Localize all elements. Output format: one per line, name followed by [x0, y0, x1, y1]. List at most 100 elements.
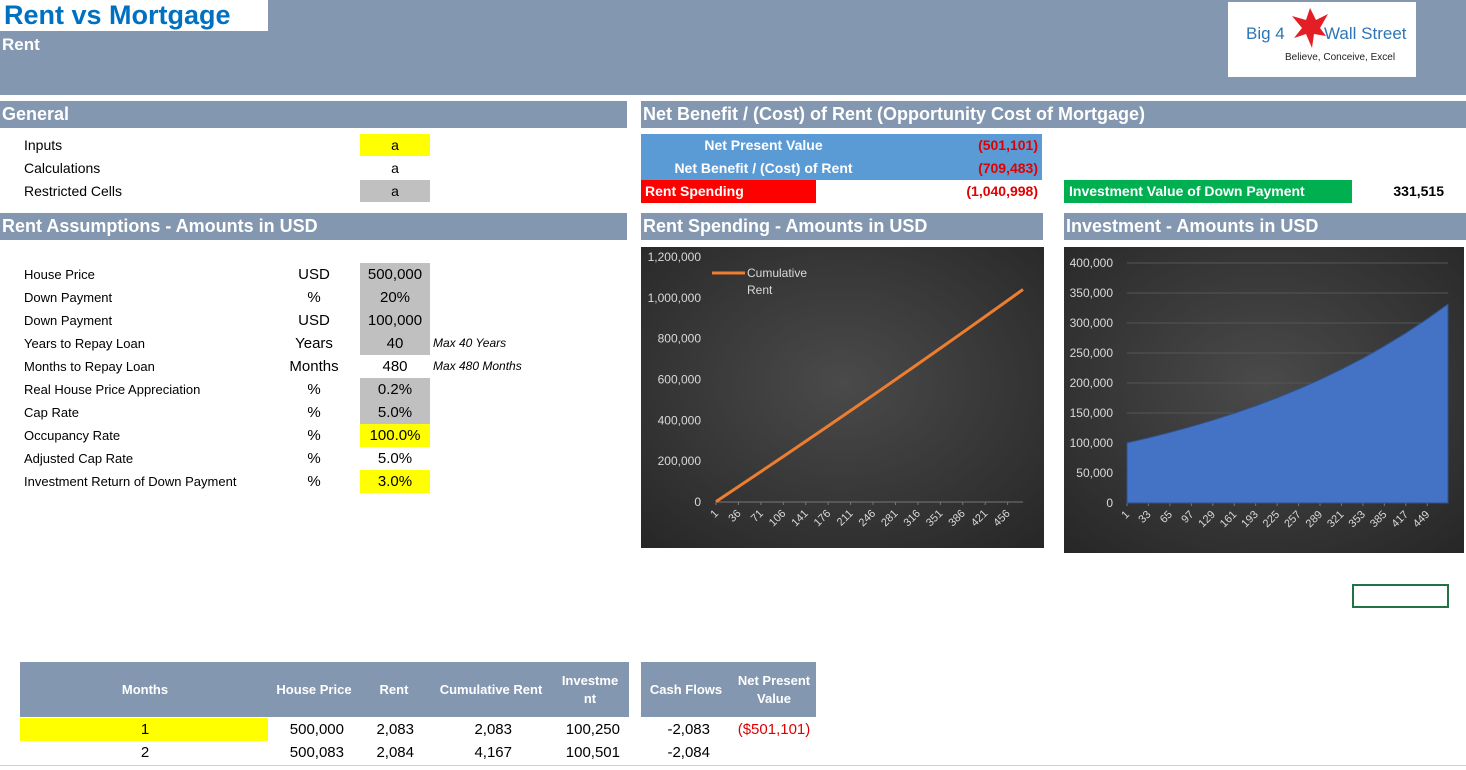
- legend-label: Cumulative Rent: [747, 266, 808, 297]
- metric-value: (501,101): [978, 137, 1038, 153]
- input-cell: 0.2%: [360, 378, 430, 401]
- metric-band: [641, 157, 1042, 180]
- metric-label: Investment Value of Down Payment: [1064, 180, 1352, 203]
- y-tick-label: 600,000: [658, 373, 702, 387]
- logo-eagle: [1292, 8, 1328, 48]
- unit: USD: [298, 312, 330, 329]
- column-header: House Price: [276, 681, 352, 697]
- y-tick-label: 1,200,000: [648, 250, 702, 264]
- highlight-cell: [20, 718, 268, 741]
- table-cell: ($501,101): [737, 721, 811, 738]
- note: Max 480 Months: [433, 359, 522, 373]
- section-header: Net Benefit / (Cost) of Rent (Opportunit…: [641, 101, 1466, 128]
- logo: Big 4 Wall Street Believe, Conceive, Exc…: [1228, 2, 1416, 77]
- table-header-band: [641, 662, 816, 717]
- row-label: Down Payment: [24, 313, 113, 328]
- chart: 0 50,000 100,000 150,000 200,000 250,000 300,0…: [1064, 247, 1464, 553]
- column-header: Rent: [379, 681, 409, 697]
- y-tick-label: 200,000: [658, 454, 702, 468]
- y-tick-label: 100,000: [1070, 436, 1114, 450]
- note: Max 40 Years: [433, 336, 507, 350]
- input-cell: 100,000: [360, 309, 430, 332]
- metric-value: (709,483): [978, 160, 1038, 176]
- table-cell: 2: [140, 744, 150, 761]
- chart: 0 200,000 400,000 600,000 800,000 1,000,000 1,…: [641, 247, 1044, 548]
- row-label: House Price: [24, 267, 95, 282]
- input-cell: 5.0%: [377, 450, 413, 467]
- row-label: Down Payment: [24, 290, 113, 305]
- unit: Months: [289, 358, 339, 375]
- page-subtitle: Rent: [2, 35, 40, 54]
- table-cell: 1: [140, 721, 150, 738]
- row-label: Months to Repay Loan: [24, 359, 155, 374]
- input-cell: 480: [382, 358, 408, 375]
- legend-cell: a: [360, 134, 430, 156]
- table-cell: 500,000: [289, 721, 344, 738]
- unit: %: [307, 450, 321, 467]
- section-header: Rent Assumptions - Amounts in USD: [0, 213, 627, 240]
- column-header: Cumulative Rent: [439, 681, 543, 697]
- unit: %: [307, 381, 321, 398]
- metric-value: (1,040,998): [966, 183, 1038, 199]
- selected-cell[interactable]: [1352, 584, 1449, 608]
- metric-value: 331,515: [1393, 183, 1444, 199]
- metric-label: Net Benefit / (Cost) of Rent: [674, 160, 853, 176]
- unit: Years: [295, 335, 333, 352]
- input-cell: 3.0%: [360, 470, 430, 493]
- row-label: Real House Price Appreciation: [24, 382, 201, 397]
- logo-text: Big 4: [1246, 24, 1285, 43]
- y-tick-label: 0: [1106, 496, 1113, 510]
- y-tick-label: 400,000: [1070, 256, 1114, 270]
- row-label: Inputs: [24, 137, 63, 153]
- table-cell: -2,083: [667, 721, 710, 738]
- metric-band: [641, 134, 1042, 157]
- unit: %: [307, 404, 321, 421]
- unit: USD: [298, 266, 330, 283]
- section-header: Investment - Amounts in USD: [1064, 213, 1466, 240]
- table-cell: 500,083: [289, 744, 344, 761]
- line: [715, 288, 1024, 503]
- column-header: Cash Flows: [649, 681, 723, 697]
- logo-tagline: Believe, Conceive, Excel: [1285, 52, 1396, 63]
- metric-label: Rent Spending: [641, 180, 816, 203]
- area: [1126, 303, 1449, 504]
- column-header: Months: [121, 681, 169, 697]
- table-cell: 2,084: [376, 744, 414, 761]
- table-cell: 100,250: [565, 721, 620, 738]
- row-label: Restricted Cells: [24, 183, 123, 199]
- y-tick-label: 300,000: [1070, 316, 1114, 330]
- input-cell: 100.0%: [360, 424, 430, 447]
- metric-label: Net Present Value: [704, 137, 823, 153]
- unit: %: [307, 289, 321, 306]
- sheet-border: [0, 765, 1466, 766]
- legend-cell: a: [360, 180, 430, 202]
- input-cell: 40: [360, 332, 430, 355]
- chart-background: [641, 247, 1044, 548]
- row-label: Occupancy Rate: [24, 428, 121, 443]
- column-header: Net Present Value: [737, 672, 811, 706]
- input-cell: 5.0%: [360, 401, 430, 424]
- legend-cell: a: [391, 160, 399, 176]
- y-tick-label: 50,000: [1076, 466, 1113, 480]
- table-header-band: [20, 662, 629, 717]
- y-tick-label: 200,000: [1070, 376, 1114, 390]
- y-tick-label: 0: [694, 495, 701, 509]
- unit: %: [307, 473, 321, 490]
- table-cell: 4,167: [474, 744, 512, 761]
- section-header: Rent Spending - Amounts in USD: [641, 213, 1043, 240]
- input-cell: 20%: [360, 286, 430, 309]
- table-cell: 2,083: [474, 721, 512, 738]
- row-label: Cap Rate: [24, 405, 79, 420]
- y-tick-label: 400,000: [658, 413, 702, 427]
- row-label: Adjusted Cap Rate: [24, 451, 134, 466]
- y-tick-label: 250,000: [1070, 346, 1114, 360]
- section-header: General: [0, 101, 627, 128]
- row-label: Calculations: [24, 160, 101, 176]
- page-title: Rent vs Mortgage: [0, 0, 268, 31]
- column-header: Investment: [561, 672, 619, 706]
- y-tick-label: 1,000,000: [648, 291, 702, 305]
- input-cell: 500,000: [360, 263, 430, 286]
- y-tick-label: 350,000: [1070, 286, 1114, 300]
- table-cell: 100,501: [565, 744, 620, 761]
